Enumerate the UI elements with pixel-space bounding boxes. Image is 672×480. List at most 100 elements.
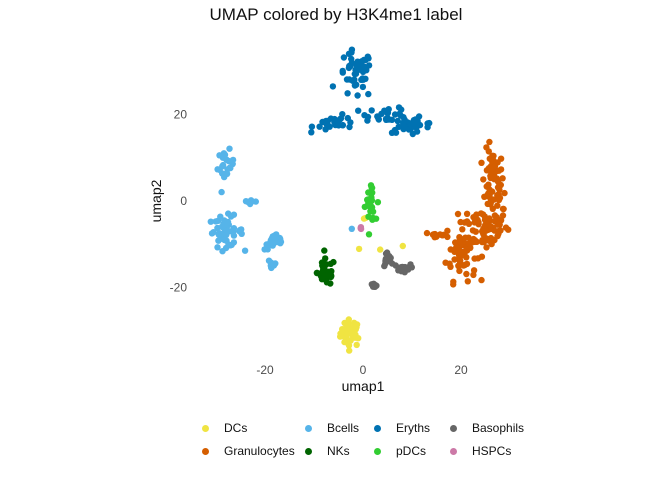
data-point bbox=[398, 266, 405, 273]
data-point bbox=[350, 331, 357, 339]
data-point bbox=[480, 176, 487, 183]
x-tick-label: 0 bbox=[360, 363, 367, 377]
series-granulocytes bbox=[423, 138, 512, 288]
data-point bbox=[499, 205, 507, 213]
data-point bbox=[391, 111, 399, 118]
data-point bbox=[226, 164, 234, 171]
data-point bbox=[359, 83, 367, 91]
data-point bbox=[219, 163, 226, 170]
data-point bbox=[456, 237, 463, 245]
legend-dot-icon bbox=[305, 424, 312, 432]
series-hspcs bbox=[357, 224, 365, 233]
data-point bbox=[385, 106, 392, 113]
data-point bbox=[355, 335, 362, 342]
data-point bbox=[224, 218, 232, 226]
legend-label: Granulocytes bbox=[224, 444, 295, 458]
data-point bbox=[270, 240, 277, 247]
legend-dot-icon bbox=[374, 447, 381, 455]
data-point bbox=[207, 218, 214, 225]
data-point bbox=[501, 189, 508, 197]
data-point bbox=[459, 226, 466, 233]
data-point bbox=[372, 215, 380, 222]
data-point bbox=[344, 90, 351, 97]
data-point bbox=[490, 157, 497, 164]
data-point bbox=[483, 235, 490, 242]
data-point bbox=[364, 196, 372, 203]
axis-ticks: -20 0 20 -20 0 20 bbox=[170, 107, 468, 377]
legend-dot-icon bbox=[374, 424, 381, 432]
points-layer bbox=[207, 46, 512, 354]
data-point bbox=[347, 119, 354, 126]
data-point bbox=[413, 123, 420, 130]
legend-dot-icon bbox=[202, 424, 209, 432]
data-point bbox=[216, 152, 223, 159]
data-point bbox=[350, 319, 358, 326]
data-point bbox=[342, 335, 349, 342]
data-point bbox=[369, 189, 376, 196]
data-point bbox=[456, 246, 463, 254]
data-point bbox=[469, 227, 477, 234]
data-point bbox=[487, 199, 495, 206]
legend-label: Eryths bbox=[396, 421, 431, 435]
data-point bbox=[340, 54, 348, 61]
data-point bbox=[491, 174, 498, 181]
data-point bbox=[245, 198, 252, 206]
data-point bbox=[407, 261, 414, 268]
data-point bbox=[322, 126, 329, 133]
data-point bbox=[345, 342, 353, 349]
data-point bbox=[368, 184, 375, 191]
data-point bbox=[215, 237, 222, 244]
data-point bbox=[346, 62, 353, 70]
data-point bbox=[336, 116, 344, 123]
series-bcells bbox=[207, 145, 355, 272]
data-point bbox=[339, 122, 346, 129]
data-point bbox=[473, 211, 480, 218]
legend-item: HSPCs bbox=[444, 441, 511, 461]
data-point bbox=[486, 138, 493, 146]
data-point bbox=[354, 64, 361, 71]
data-point bbox=[495, 227, 502, 235]
data-point bbox=[364, 113, 372, 121]
data-point bbox=[308, 129, 315, 136]
data-point bbox=[499, 212, 507, 219]
data-point bbox=[214, 244, 221, 251]
y-tick-label: 20 bbox=[174, 107, 188, 121]
data-point bbox=[221, 236, 228, 244]
legend-label: HSPCs bbox=[472, 444, 512, 458]
x-tick-label: -20 bbox=[256, 363, 274, 377]
data-point bbox=[343, 76, 351, 83]
data-point bbox=[464, 278, 471, 285]
data-point bbox=[442, 259, 449, 266]
data-point bbox=[238, 226, 245, 233]
data-point bbox=[466, 240, 473, 247]
data-point bbox=[381, 262, 388, 270]
data-point bbox=[373, 282, 380, 289]
data-point bbox=[382, 115, 390, 123]
data-point bbox=[375, 115, 382, 122]
data-point bbox=[324, 120, 331, 127]
data-point bbox=[218, 188, 225, 196]
data-point bbox=[483, 144, 490, 151]
data-point bbox=[321, 247, 328, 254]
data-point bbox=[407, 125, 414, 133]
data-point bbox=[471, 255, 478, 262]
legend-dot-icon bbox=[305, 447, 312, 455]
data-point bbox=[397, 112, 404, 119]
series-eryths bbox=[308, 46, 433, 138]
data-point bbox=[383, 249, 391, 256]
data-point bbox=[212, 218, 219, 225]
data-point bbox=[345, 316, 352, 323]
data-point bbox=[318, 259, 326, 266]
data-point bbox=[478, 253, 486, 260]
data-point bbox=[491, 212, 499, 219]
data-point bbox=[439, 232, 446, 239]
data-point bbox=[227, 242, 234, 249]
data-point bbox=[351, 76, 358, 83]
series-nks bbox=[313, 247, 337, 287]
legend-item: Granulocytes bbox=[196, 441, 295, 461]
series-pdcs bbox=[361, 182, 382, 238]
data-point bbox=[475, 221, 482, 228]
data-point bbox=[391, 126, 399, 134]
data-point bbox=[319, 118, 326, 126]
